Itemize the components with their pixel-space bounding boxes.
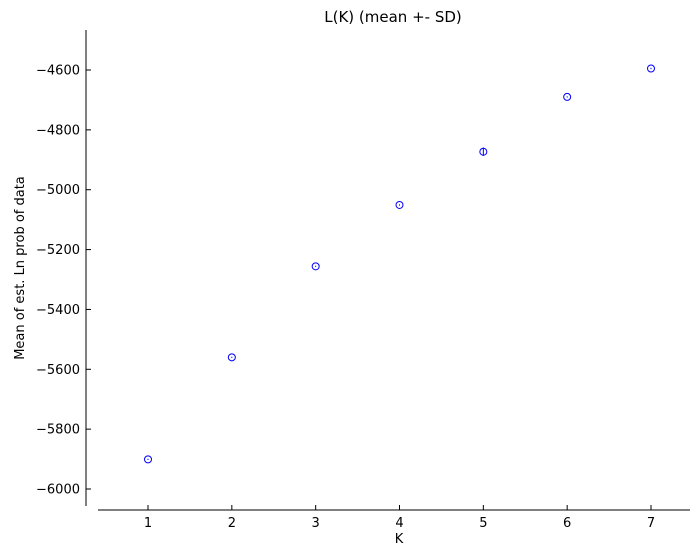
x-tick-label: 5 [479,516,487,531]
data-point [563,92,572,101]
data-point [647,64,655,73]
y-axis-label: Mean of est. Ln prob of data [13,176,28,360]
data-point [395,200,404,209]
x-tick-label: 4 [395,516,403,531]
y-tick-label: −5600 [36,363,80,378]
x-ticks: 1 2 3 4 5 6 7 [144,505,655,531]
x-axis-label: K [395,532,404,547]
y-tick-label: −5200 [36,243,80,258]
y-tick-label: −5000 [36,183,80,198]
x-tick-label: 3 [312,516,320,531]
y-ticks: −6000 −5800 −5600 −5400 −5200 −5000 −4800 −4600 [36,64,91,498]
data-point [311,262,320,271]
y-tick-label: −5400 [36,303,80,318]
x-tick-label: 7 [647,516,655,531]
x-tick-label: 2 [228,516,236,531]
y-tick-label: −5800 [36,423,80,438]
data-points [144,64,655,464]
data-point [144,455,152,464]
data-point [479,147,488,156]
y-tick-label: −6000 [36,483,80,498]
x-tick-label: 6 [563,516,571,531]
y-tick-label: −4800 [36,123,80,138]
x-tick-label: 1 [144,516,152,531]
chart-title: L(K) (mean +- SD) [324,8,462,26]
data-point [227,353,236,362]
y-tick-label: −4600 [36,64,80,79]
